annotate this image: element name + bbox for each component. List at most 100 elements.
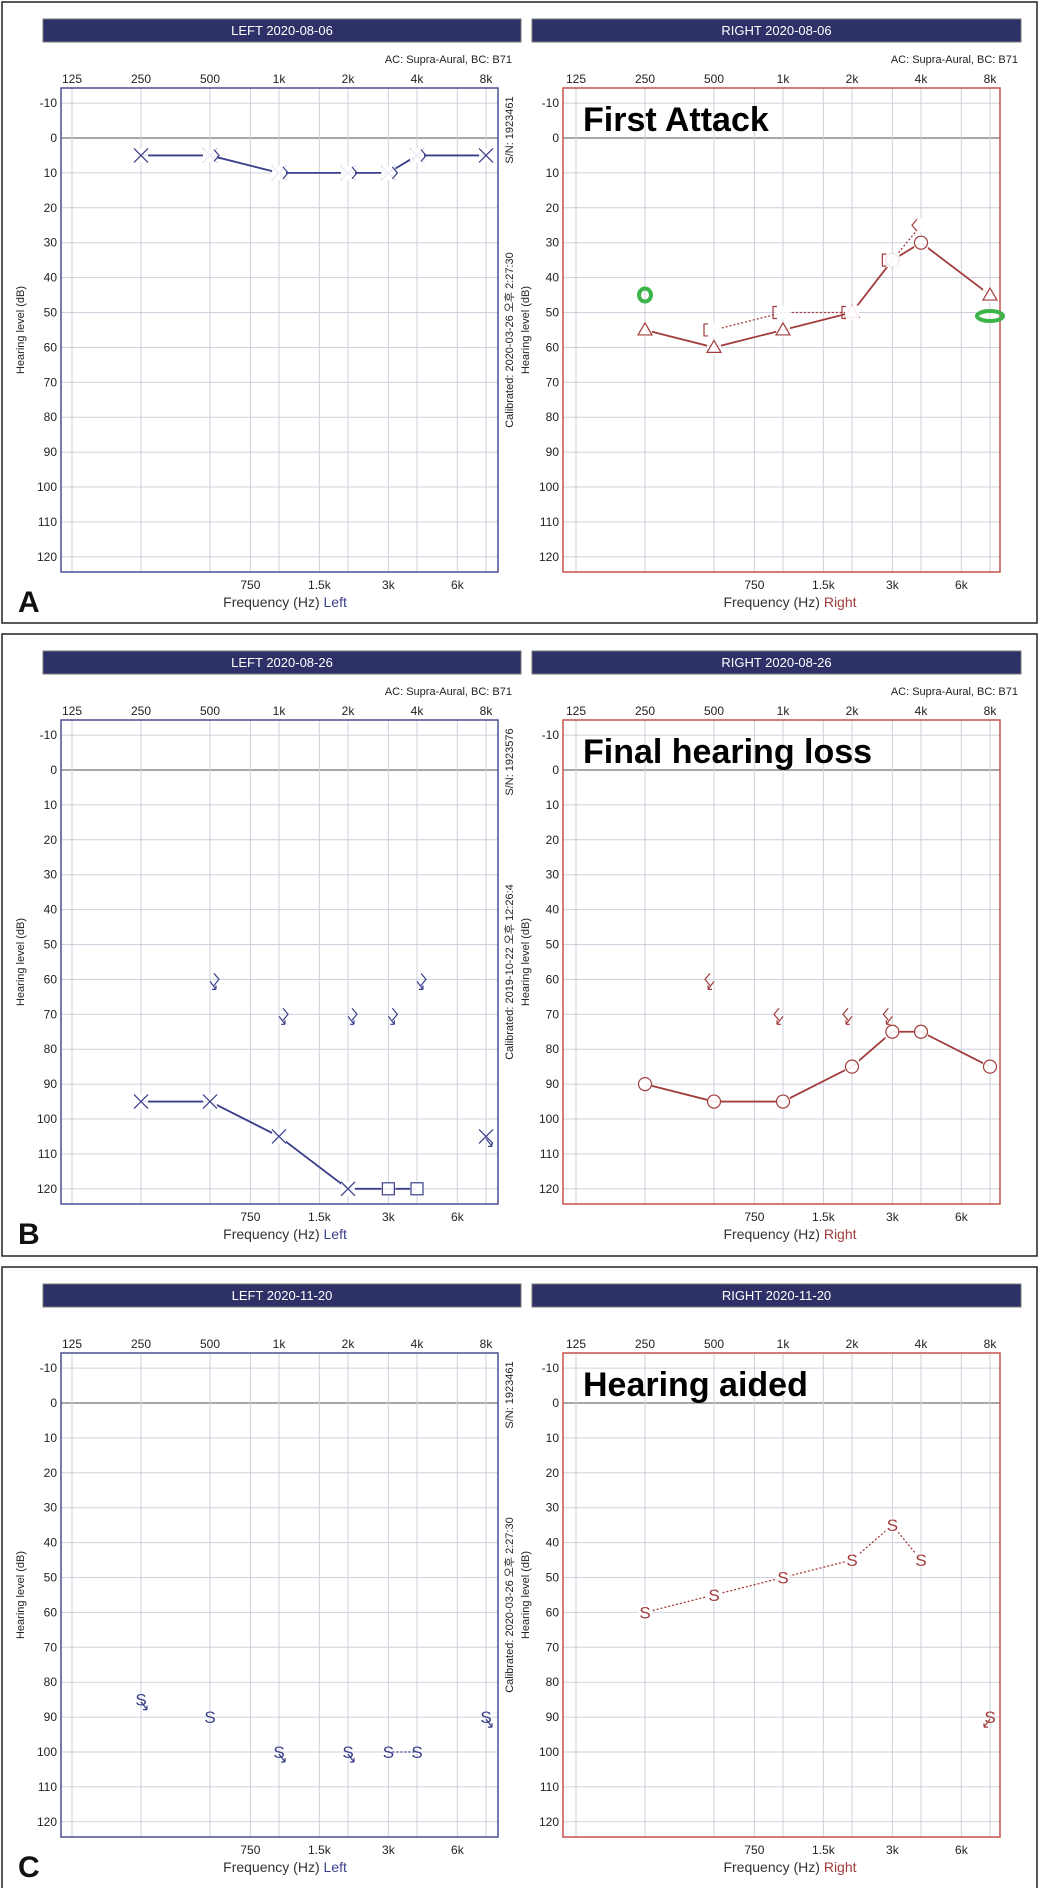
x-tick-label-top: 2k bbox=[846, 1337, 860, 1351]
marker-bc-left bbox=[213, 973, 220, 986]
serial-number: S/N: 1923576 bbox=[504, 728, 516, 795]
x-tick-label-top: 1k bbox=[273, 72, 287, 86]
x-tick-label-top: 2k bbox=[342, 704, 356, 718]
y-tick-label: 70 bbox=[546, 1640, 560, 1654]
marker-background bbox=[776, 1094, 790, 1109]
marker-background bbox=[707, 1587, 721, 1602]
y-tick-label: 40 bbox=[546, 1536, 560, 1550]
x-tick-label-top: 125 bbox=[62, 72, 82, 86]
ear-label: Left bbox=[324, 594, 347, 610]
x-tick-label-bottom: 1.5k bbox=[308, 1843, 332, 1857]
x-tick-label-top: 4k bbox=[411, 1337, 425, 1351]
x-tick-label-bottom: 750 bbox=[240, 578, 260, 592]
x-tick-label-top: 8k bbox=[480, 1337, 494, 1351]
x-tick-label-bottom: 750 bbox=[240, 1843, 260, 1857]
y-tick-label: 30 bbox=[44, 868, 58, 882]
ear-label: Right bbox=[824, 1226, 857, 1242]
y-tick-label: 60 bbox=[44, 1605, 58, 1619]
x-tick-label-bottom: 750 bbox=[744, 1210, 764, 1224]
x-tick-label-top: 500 bbox=[704, 72, 724, 86]
no-response-arrow-icon bbox=[140, 1701, 148, 1711]
series-ac-left-no-response bbox=[478, 1129, 494, 1148]
marker-background bbox=[776, 305, 790, 320]
x-tick-label-top: 4k bbox=[915, 1337, 929, 1351]
series-line bbox=[644, 1524, 922, 1614]
y-tick-label: 100 bbox=[539, 480, 559, 494]
panel-annotation: First Attack bbox=[583, 101, 769, 139]
y-tick-label: 0 bbox=[50, 763, 57, 777]
x-tick-label-top: 8k bbox=[984, 704, 998, 718]
marker-bc-right bbox=[911, 218, 918, 232]
right-ear-audiogram: RIGHT 2020-08-26 AC: Supra-Aural, BC: B71… bbox=[520, 650, 1022, 1242]
marker-background bbox=[983, 288, 997, 303]
x-tick-label-top: 125 bbox=[62, 704, 82, 718]
marker-soundfield: S bbox=[342, 1743, 353, 1762]
y-tick-label: 90 bbox=[44, 1710, 58, 1724]
y-tick-label: 20 bbox=[44, 1466, 58, 1480]
x-tick-label-top: 500 bbox=[200, 72, 220, 86]
marker-background bbox=[983, 1059, 997, 1074]
marker-x bbox=[478, 148, 494, 163]
marker-bc-right bbox=[882, 1007, 889, 1021]
marker-triangle bbox=[981, 286, 999, 301]
marker-x bbox=[340, 1181, 356, 1197]
x-tick-label-top: 1k bbox=[273, 1337, 287, 1351]
y-tick-label: 80 bbox=[546, 1675, 560, 1689]
y-axis-label: Hearing level (dB) bbox=[520, 286, 532, 374]
x-tick-label-bottom: 1.5k bbox=[812, 1210, 836, 1224]
marker-background bbox=[707, 322, 721, 337]
x-tick-label-top: 2k bbox=[846, 72, 860, 86]
y-tick-label: 30 bbox=[546, 868, 560, 882]
right-ear-audiogram: RIGHT 2020-08-06 AC: Supra-Aural, BC: B71… bbox=[520, 18, 1022, 610]
panel-letter: A bbox=[18, 586, 40, 619]
marker-bc-left bbox=[282, 166, 289, 180]
y-tick-label: 10 bbox=[546, 166, 560, 180]
y-tick-label: 90 bbox=[44, 445, 58, 459]
marker-soundfield: S bbox=[777, 1569, 788, 1588]
marker-background bbox=[885, 253, 900, 268]
marker-bc-left bbox=[391, 166, 399, 180]
y-tick-label: 90 bbox=[546, 445, 560, 459]
y-tick-label: 90 bbox=[546, 1077, 560, 1091]
no-response-arrow-icon bbox=[776, 1015, 784, 1025]
no-response-arrow-icon bbox=[347, 1015, 355, 1025]
marker-background bbox=[638, 1605, 652, 1620]
y-tick-label: 0 bbox=[552, 131, 559, 145]
chart-title: RIGHT 2020-11-20 bbox=[722, 1288, 831, 1303]
chart-title: RIGHT 2020-08-06 bbox=[721, 23, 831, 38]
y-axis-label: Hearing level (dB) bbox=[520, 918, 532, 1006]
no-response-arrow-icon bbox=[209, 981, 217, 990]
marker-bc-right bbox=[773, 1007, 780, 1021]
panel-letter: C bbox=[18, 1851, 40, 1884]
no-response-arrow-icon bbox=[485, 1138, 493, 1148]
y-tick-label: 60 bbox=[44, 340, 58, 354]
left-ear-audiogram: LEFT 2020-08-06 AC: Supra-Aural, BC: B71 -… bbox=[15, 18, 522, 610]
y-tick-label: 10 bbox=[44, 798, 58, 812]
x-tick-label-top: 4k bbox=[915, 72, 929, 86]
y-tick-label: 100 bbox=[539, 1745, 559, 1759]
x-tick-label-bottom: 3k bbox=[382, 1210, 396, 1224]
marker-background bbox=[776, 1570, 790, 1585]
y-tick-label: 110 bbox=[540, 515, 559, 529]
marker-background bbox=[914, 218, 928, 233]
x-tick-label-top: 500 bbox=[200, 704, 220, 718]
y-tick-label: 20 bbox=[546, 201, 560, 215]
x-tick-label-top: 2k bbox=[342, 1337, 356, 1351]
marker-circle bbox=[913, 1024, 929, 1039]
y-axis-label: Hearing level (dB) bbox=[15, 1551, 27, 1639]
x-tick-label-top: 125 bbox=[62, 1337, 82, 1351]
marker-background bbox=[885, 1518, 900, 1533]
x-tick-label-bottom: 3k bbox=[382, 1843, 396, 1857]
y-tick-label: -10 bbox=[542, 728, 560, 742]
highlight-circle bbox=[637, 286, 653, 304]
no-response-arrow-icon bbox=[845, 1015, 853, 1025]
y-tick-label: 50 bbox=[44, 306, 58, 320]
marker-bc-left bbox=[213, 149, 220, 162]
x-tick-label-top: 250 bbox=[635, 72, 655, 86]
x-tick-label-top: 500 bbox=[200, 1337, 220, 1351]
x-tick-label-bottom: 6k bbox=[451, 578, 465, 592]
marker-background bbox=[410, 1181, 424, 1196]
chart-title: LEFT 2020-08-06 bbox=[231, 23, 333, 38]
x-tick-label-top: 4k bbox=[411, 72, 425, 86]
x-tick-label-top: 250 bbox=[131, 704, 151, 718]
